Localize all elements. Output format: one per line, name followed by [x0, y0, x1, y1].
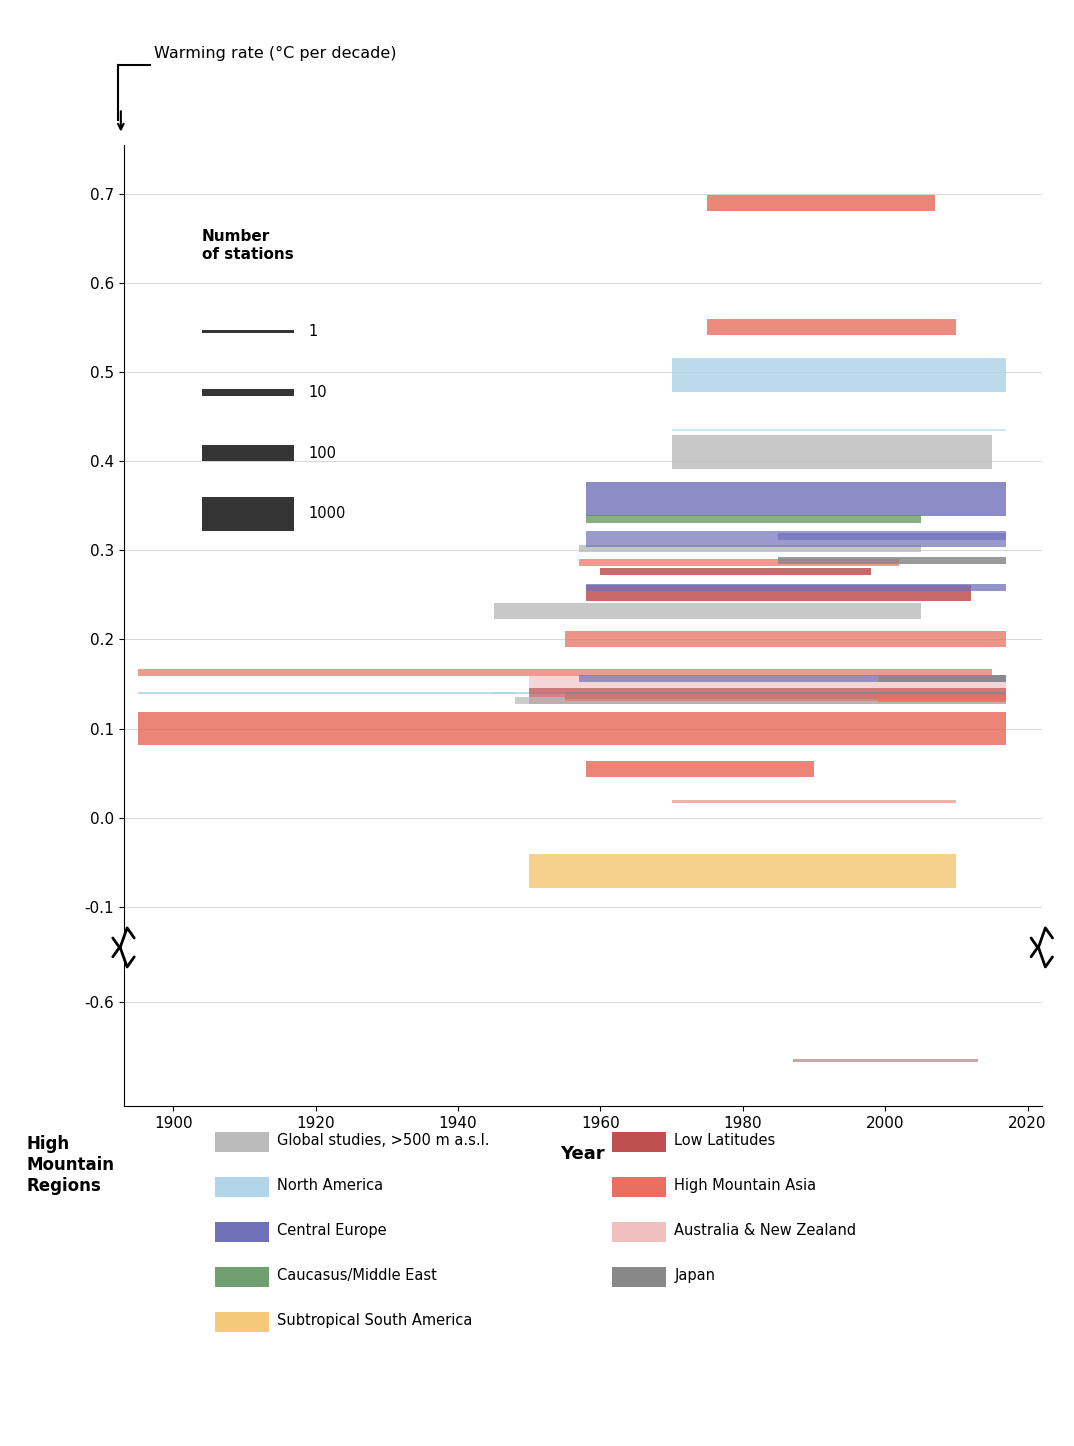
- Bar: [579, 372, 1006, 379]
- Bar: [879, 372, 1006, 379]
- Text: Warming rate (°C per decade): Warming rate (°C per decade): [154, 46, 396, 61]
- Bar: [671, 800, 956, 803]
- Bar: [565, 389, 1006, 396]
- Text: High
Mountain
Regions: High Mountain Regions: [27, 1135, 115, 1194]
- Bar: [793, 1060, 977, 1061]
- Bar: [137, 711, 1006, 746]
- Bar: [137, 388, 516, 390]
- Bar: [671, 149, 992, 181]
- Bar: [586, 483, 1006, 516]
- Text: 1: 1: [308, 324, 318, 340]
- Bar: [600, 272, 871, 279]
- Bar: [586, 451, 814, 467]
- Bar: [586, 584, 1006, 591]
- Text: Australia & New Zealand: Australia & New Zealand: [674, 1223, 857, 1238]
- Text: 100: 100: [308, 445, 336, 460]
- Bar: [671, 428, 1006, 431]
- Bar: [586, 237, 1006, 253]
- Text: Number
of stations: Number of stations: [202, 230, 293, 262]
- Bar: [671, 435, 992, 469]
- Bar: [494, 603, 920, 619]
- Bar: [529, 373, 1006, 388]
- Bar: [879, 390, 1006, 396]
- Bar: [137, 366, 992, 373]
- Bar: [579, 560, 899, 567]
- Bar: [494, 305, 920, 320]
- Bar: [586, 515, 920, 522]
- Bar: [137, 691, 516, 694]
- Bar: [529, 675, 1006, 693]
- Bar: [793, 1414, 977, 1416]
- Bar: [586, 586, 971, 602]
- Bar: [779, 262, 1006, 269]
- Bar: [202, 497, 294, 531]
- Bar: [707, 320, 956, 335]
- Text: Caucasus/Middle East: Caucasus/Middle East: [277, 1268, 437, 1283]
- Bar: [879, 694, 1006, 701]
- Bar: [579, 675, 1006, 683]
- Bar: [516, 697, 1006, 704]
- Bar: [565, 388, 1006, 395]
- Bar: [586, 223, 920, 230]
- Bar: [529, 855, 956, 888]
- Bar: [516, 393, 1006, 399]
- Bar: [671, 489, 956, 492]
- Bar: [586, 192, 1006, 224]
- Bar: [565, 331, 1006, 346]
- Text: 1000: 1000: [308, 506, 346, 521]
- X-axis label: Year: Year: [561, 1145, 605, 1163]
- Bar: [779, 557, 1006, 564]
- Bar: [586, 761, 814, 777]
- Text: Japan: Japan: [674, 1268, 715, 1283]
- Bar: [565, 632, 1006, 648]
- Bar: [586, 288, 971, 304]
- Bar: [529, 539, 956, 570]
- Bar: [565, 694, 1006, 701]
- Bar: [565, 693, 1006, 698]
- Bar: [202, 389, 294, 396]
- Bar: [529, 688, 1006, 704]
- Bar: [671, 357, 1006, 392]
- Bar: [586, 288, 1006, 294]
- Text: High Mountain Asia: High Mountain Asia: [674, 1178, 816, 1193]
- Bar: [137, 406, 1006, 438]
- Bar: [600, 568, 871, 576]
- Bar: [671, 143, 1006, 145]
- Bar: [586, 531, 1006, 547]
- Bar: [879, 675, 1006, 683]
- Text: 10: 10: [308, 385, 328, 401]
- Bar: [202, 445, 294, 461]
- Bar: [529, 385, 1006, 399]
- Bar: [579, 265, 899, 270]
- Text: Central Europe: Central Europe: [277, 1223, 387, 1238]
- Bar: [494, 388, 1006, 390]
- Bar: [707, 40, 956, 56]
- Bar: [494, 691, 1006, 694]
- Text: North America: North America: [277, 1178, 383, 1193]
- Text: Global studies, >500 m a.s.l.: Global studies, >500 m a.s.l.: [277, 1134, 490, 1148]
- Bar: [707, 195, 935, 211]
- Bar: [671, 77, 1006, 108]
- Text: Low Latitudes: Low Latitudes: [674, 1134, 775, 1148]
- Bar: [579, 250, 920, 257]
- Bar: [137, 668, 992, 675]
- Bar: [779, 240, 1006, 247]
- Bar: [779, 534, 1006, 541]
- Text: Subtropical South America: Subtropical South America: [277, 1313, 473, 1327]
- Bar: [579, 545, 920, 552]
- Bar: [202, 331, 294, 333]
